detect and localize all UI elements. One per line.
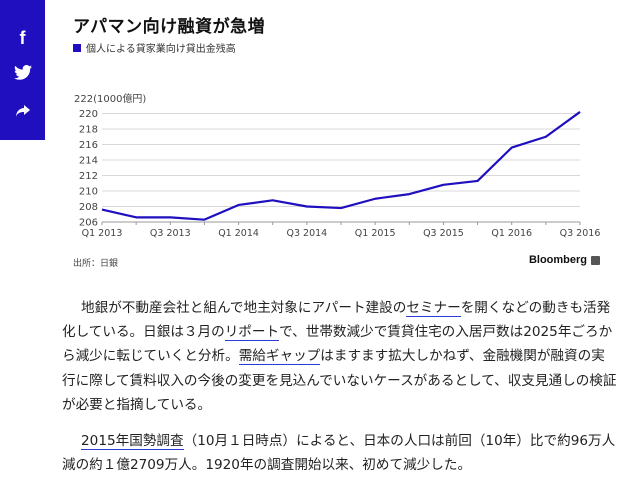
brand-name: Bloomberg: [529, 254, 587, 266]
chart-source: 出所：日銀: [73, 256, 118, 269]
x-tick-label: Q1 2015: [355, 228, 396, 239]
share-sidebar: f: [0, 0, 45, 140]
x-tick-label: Q1 2013: [82, 228, 123, 239]
brand-mark-icon: [591, 256, 600, 265]
chart: アパマン向け融資が急増 個人による貸家業向け貸出金残高 222(1000億円)2…: [70, 8, 610, 278]
y-tick-label: 216: [79, 140, 98, 151]
share-icon: [15, 103, 31, 122]
share-button[interactable]: [0, 94, 45, 130]
census-link[interactable]: 2015年国勢調査: [81, 433, 184, 450]
article-paragraph: 2015年国勢調査（10月１日時点）によると、日本の人口は前回（10年）比で約9…: [62, 429, 618, 477]
brand-logo: Bloomberg: [529, 254, 600, 266]
x-tick-label: Q3 2013: [150, 228, 191, 239]
x-tick-label: Q3 2016: [560, 228, 601, 239]
y-tick-label: 218: [79, 125, 98, 136]
y-tick-label: 208: [79, 202, 98, 213]
x-tick-label: Q1 2016: [491, 228, 532, 239]
seminar-link[interactable]: セミナー: [406, 300, 460, 317]
x-tick-label: Q3 2014: [286, 228, 327, 239]
twitter-icon: [14, 65, 32, 84]
text: 地銀が不動産会社と組んで地主対象にアパート建設の: [81, 300, 406, 316]
y-tick-label: 206: [79, 218, 98, 229]
x-tick-label: Q1 2014: [218, 228, 259, 239]
y-tick-label: 214: [79, 156, 98, 167]
supply-demand-gap-link[interactable]: 需給ギャップ: [239, 348, 321, 365]
x-tick-label: Q3 2015: [423, 228, 464, 239]
facebook-share-button[interactable]: f: [0, 20, 45, 56]
y-tick-label: 212: [79, 171, 98, 182]
article-paragraph: 地銀が不動産会社と組んで地主対象にアパート建設のセミナーを開くなどの動きも活発化…: [62, 296, 618, 417]
y-tick-label: 210: [79, 187, 98, 198]
twitter-share-button[interactable]: [0, 56, 45, 92]
y-tick-label: 220: [79, 109, 98, 120]
facebook-icon: f: [20, 28, 26, 49]
article-body: 地銀が不動産会社と組んで地主対象にアパート建設のセミナーを開くなどの動きも活発化…: [62, 296, 618, 489]
y-axis-unit-label: 222(1000億円): [74, 92, 146, 105]
series-line: [102, 112, 580, 220]
report-link[interactable]: リポート: [225, 324, 279, 341]
